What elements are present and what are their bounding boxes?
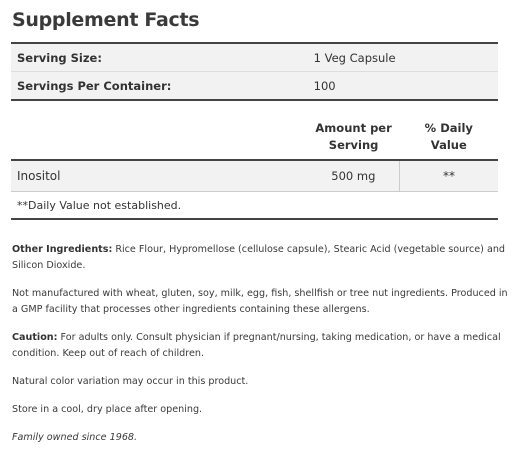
daily-value-footnote: **Daily Value not established.	[11, 191, 498, 220]
other-ingredients: Other Ingredients: Rice Flour, Hypromell…	[12, 242, 508, 274]
other-ingredients-text: Rice Flour, Hypromellose (cellulose caps…	[12, 244, 506, 271]
other-ingredients-label: Other Ingredients:	[12, 244, 113, 255]
servings-per-container-label: Servings Per Container:	[11, 71, 308, 101]
caution-text: For adults only. Consult physician if pr…	[12, 332, 501, 359]
storage-instructions: Store in a cool, dry place after opening…	[12, 404, 203, 415]
serving-size-row: Serving Size: 1 Veg Capsule	[11, 42, 498, 72]
daily-value-header: % Daily Value	[399, 115, 498, 161]
caution-statement: Caution: For adults only. Consult physic…	[12, 330, 508, 362]
serving-size-value: 1 Veg Capsule	[307, 42, 498, 72]
product-notes: Other Ingredients: Rice Flour, Hypromell…	[12, 242, 508, 458]
amount-per-serving-header: Amount per Serving	[307, 115, 400, 161]
serving-size-label: Serving Size:	[11, 42, 308, 72]
ingredient-daily-value: **	[399, 160, 498, 192]
ingredient-row: Inositol 500 mg **	[11, 160, 498, 192]
caution-label: Caution:	[12, 332, 58, 343]
servings-per-container-row: Servings Per Container: 100	[11, 71, 498, 101]
amount-header-line1: Amount per	[315, 121, 392, 135]
color-variation-note: Natural color variation may occur in thi…	[12, 376, 249, 387]
supplement-facts-table: Serving Size: 1 Veg Capsule Servings Per…	[11, 42, 498, 220]
amount-header-line2: Serving	[328, 138, 379, 152]
ingredient-name: Inositol	[11, 160, 308, 192]
allergen-statement: Not manufactured with wheat, gluten, soy…	[12, 288, 508, 315]
ingredient-amount: 500 mg	[307, 160, 400, 192]
footnote-row: **Daily Value not established.	[11, 191, 498, 220]
servings-per-container-value: 100	[307, 71, 498, 101]
table-header-row: Amount per Serving % Daily Value	[11, 115, 498, 161]
supplement-facts-title: Supplement Facts	[12, 9, 200, 31]
family-owned-tagline: Family owned since 1968.	[12, 432, 138, 443]
